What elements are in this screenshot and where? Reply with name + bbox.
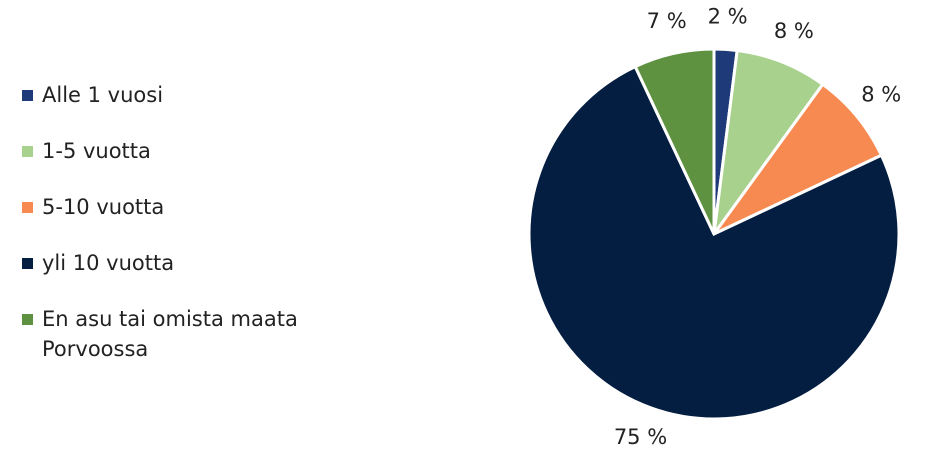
legend-swatch <box>22 258 33 269</box>
legend-item: Alle 1 vuosi <box>22 80 372 110</box>
legend-item: En asu tai omista maata Porvoossa <box>22 304 372 364</box>
data-label: 8 % <box>861 83 901 107</box>
legend-label: yli 10 vuotta <box>42 251 175 275</box>
data-label: 2 % <box>708 4 748 28</box>
legend-item: 5-10 vuotta <box>22 192 372 222</box>
data-label: 8 % <box>774 19 814 43</box>
data-label: 7 % <box>647 9 687 33</box>
legend-label: En asu tai omista maata Porvoossa <box>42 307 298 361</box>
legend-item: yli 10 vuotta <box>22 248 372 278</box>
data-label: 75 % <box>614 425 667 449</box>
legend-label: Alle 1 vuosi <box>42 83 164 107</box>
legend-swatch <box>22 90 33 101</box>
legend-swatch <box>22 146 33 157</box>
legend-swatch <box>22 314 33 325</box>
pie-slice <box>712 82 884 236</box>
pie-slice <box>712 48 825 235</box>
legend-label: 5-10 vuotta <box>42 195 165 219</box>
pie-slice <box>633 47 716 235</box>
legend-label: 1-5 vuotta <box>42 139 151 163</box>
legend: Alle 1 vuosi 1-5 vuotta 5-10 vuotta yli 10 … <box>22 80 372 390</box>
legend-swatch <box>22 202 33 213</box>
pie-slice <box>527 64 901 421</box>
legend-item: 1-5 vuotta <box>22 136 372 166</box>
